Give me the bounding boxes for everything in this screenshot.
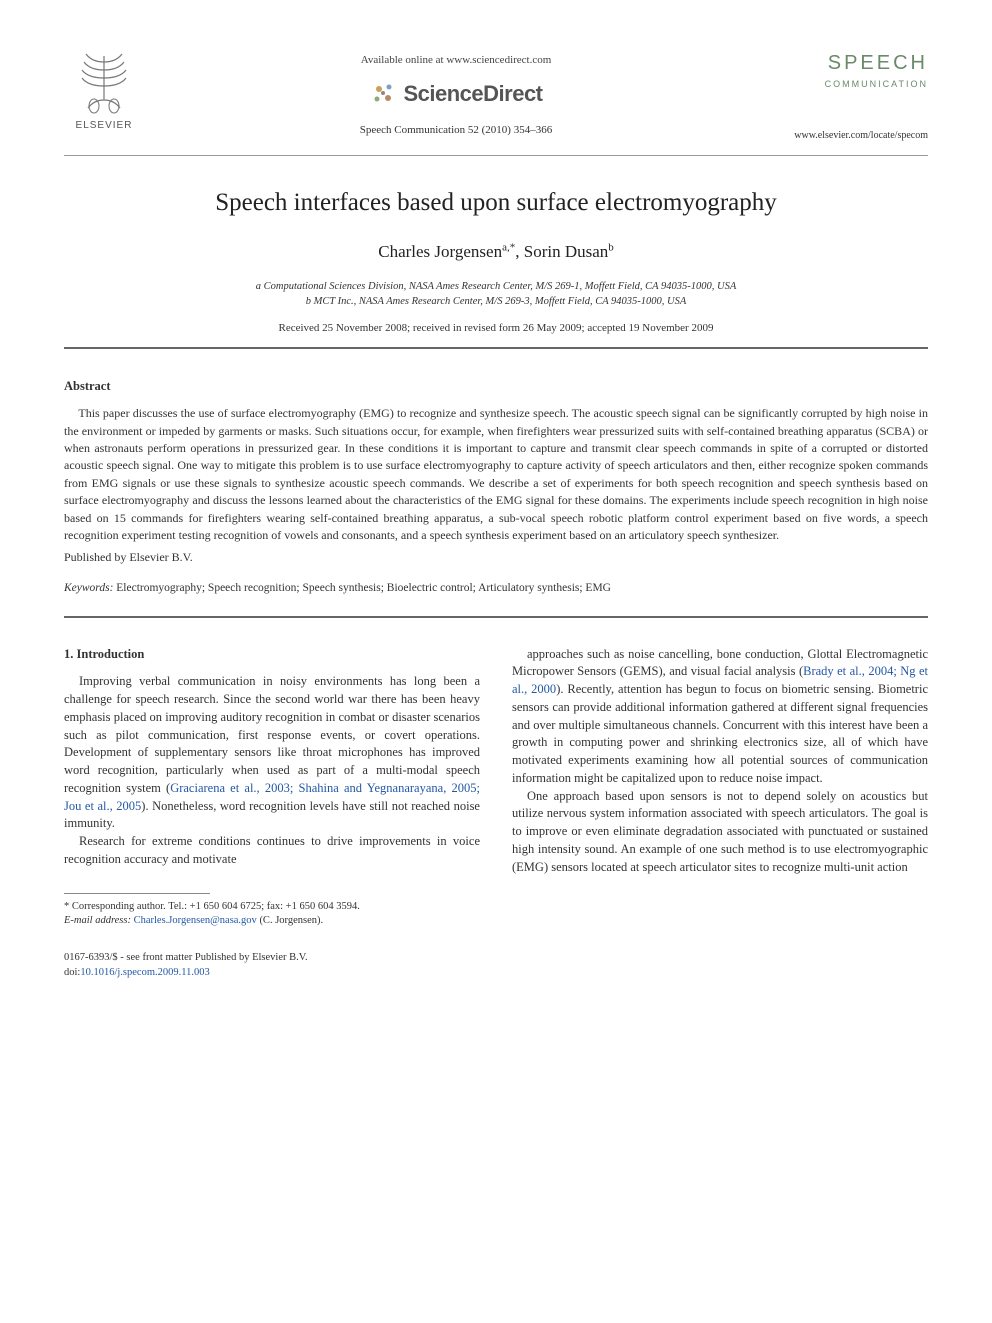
email-link[interactable]: Charles.Jorgensen@nasa.gov <box>134 915 257 926</box>
affiliations: a Computational Sciences Division, NASA … <box>64 279 928 311</box>
copyright-block: 0167-6393/$ - see front matter Published… <box>64 951 480 980</box>
header-row: ELSEVIER Available online at www.science… <box>64 48 928 143</box>
divider-thick-top <box>64 347 928 349</box>
paper-title: Speech interfaces based upon surface ele… <box>64 184 928 222</box>
authors: Charles Jorgensena,*, Sorin Dusanb <box>64 239 928 265</box>
corresponding-author: * Corresponding author. Tel.: +1 650 604… <box>64 900 480 915</box>
center-header: Available online at www.sciencedirect.co… <box>144 48 768 138</box>
divider-thin <box>64 155 928 156</box>
journal-url: www.elsevier.com/locate/specom <box>768 128 928 143</box>
divider-thick-bottom <box>64 616 928 618</box>
author-2-name: Sorin Dusan <box>524 242 609 261</box>
journal-logo: SPEECH COMMUNICATION www.elsevier.com/lo… <box>768 48 928 143</box>
abstract-body: This paper discusses the use of surface … <box>64 405 928 544</box>
footnote: * Corresponding author. Tel.: +1 650 604… <box>64 900 480 929</box>
elsevier-tree-icon <box>74 48 134 116</box>
intro-para-1a: Improving verbal communication in noisy … <box>64 674 480 795</box>
intro-para-2: Research for extreme conditions continue… <box>64 833 480 869</box>
email-suffix: (C. Jorgensen). <box>257 915 323 926</box>
received-dates: Received 25 November 2008; received in r… <box>64 320 928 337</box>
copyright-line: 0167-6393/$ - see front matter Published… <box>64 951 480 966</box>
sciencedirect-icon <box>369 79 397 107</box>
abstract-heading: Abstract <box>64 377 928 396</box>
footnote-separator <box>64 893 210 894</box>
author-2-sup: b <box>608 241 614 253</box>
affiliation-a: a Computational Sciences Division, NASA … <box>64 279 928 295</box>
journal-title: SPEECH <box>768 48 928 78</box>
intro-para-3: approaches such as noise cancelling, bon… <box>512 646 928 788</box>
body-columns: 1. Introduction Improving verbal communi… <box>64 646 928 981</box>
intro-para-4: One approach based upon sensors is not t… <box>512 788 928 877</box>
email-label: E-mail address: <box>64 915 131 926</box>
doi-label: doi: <box>64 967 80 978</box>
available-online-text: Available online at www.sciencedirect.co… <box>144 52 768 69</box>
elsevier-label: ELSEVIER <box>76 118 133 133</box>
keywords-text: Electromyography; Speech recognition; Sp… <box>113 582 611 594</box>
sciencedirect-text: ScienceDirect <box>403 77 542 110</box>
journal-reference: Speech Communication 52 (2010) 354–366 <box>144 122 768 139</box>
journal-subtitle: COMMUNICATION <box>768 78 928 92</box>
elsevier-logo: ELSEVIER <box>64 48 144 133</box>
doi-link[interactable]: 10.1016/j.specom.2009.11.003 <box>80 967 209 978</box>
email-line: E-mail address: Charles.Jorgensen@nasa.g… <box>64 914 480 929</box>
column-left: 1. Introduction Improving verbal communi… <box>64 646 480 981</box>
author-1-sup: a,* <box>502 241 515 253</box>
published-by: Published by Elsevier B.V. <box>64 548 928 566</box>
intro-para-1: Improving verbal communication in noisy … <box>64 673 480 833</box>
sciencedirect-logo: ScienceDirect <box>144 77 768 110</box>
doi-line: doi:10.1016/j.specom.2009.11.003 <box>64 966 480 981</box>
intro-para-3b: ). Recently, attention has begun to focu… <box>512 682 928 785</box>
keywords: Keywords: Electromyography; Speech recog… <box>64 580 928 597</box>
affiliation-b: b MCT Inc., NASA Ames Research Center, M… <box>64 294 928 310</box>
keywords-label: Keywords: <box>64 582 113 594</box>
column-right: approaches such as noise cancelling, bon… <box>512 646 928 981</box>
section-1-heading: 1. Introduction <box>64 646 480 664</box>
author-1-name: Charles Jorgensen <box>378 242 502 261</box>
